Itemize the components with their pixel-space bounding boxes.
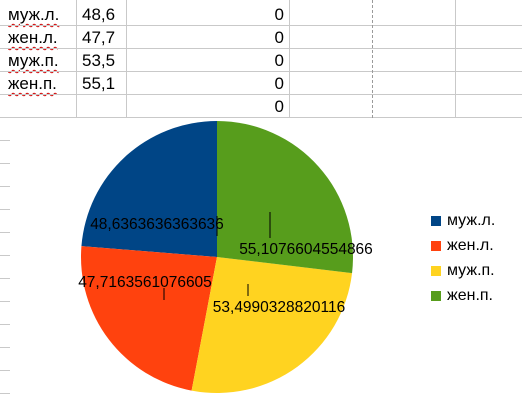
grid-line [0, 393, 10, 394]
grid-line [126, 0, 127, 118]
row-value-cell[interactable]: 48,6 [82, 5, 116, 24]
leader-lines [163, 212, 271, 300]
row-label-cell[interactable]: жен.п. [8, 74, 57, 93]
table-row[interactable]: муж.л. 48,6 0 [0, 3, 522, 26]
legend-label: жен.п. [447, 287, 493, 304]
data-label: 55,1076604554866 [239, 241, 373, 258]
legend-label: муж.л. [447, 212, 495, 229]
pie-slice-3[interactable] [191, 257, 353, 394]
pie-slice-2[interactable] [80, 246, 217, 391]
row-zero-cell[interactable]: 0 [274, 5, 284, 24]
row-zero-cell[interactable]: 0 [274, 74, 284, 93]
legend-label: жен.л. [447, 237, 494, 254]
grid-line [0, 48, 522, 49]
grid-line [0, 71, 522, 72]
grid-line [0, 163, 10, 164]
grid-line [0, 255, 10, 256]
row-value-cell[interactable]: 47,7 [82, 28, 116, 47]
legend-swatch [431, 266, 441, 276]
grid-line [0, 186, 10, 187]
pie-slices[interactable] [80, 121, 353, 394]
data-label: 47,7163561076605 [78, 274, 212, 291]
grid-line [0, 370, 10, 371]
table-row[interactable]: муж.п. 53,5 0 [0, 49, 522, 72]
grid-line [0, 232, 10, 233]
grid-line [455, 0, 456, 118]
chart-legend[interactable]: муж.л. жен.л. муж.п. жен.п. [431, 212, 495, 304]
legend-swatch [431, 216, 441, 226]
data-labels: 48,6363636363636 47,716356107660553,49903… [78, 216, 373, 316]
table-row[interactable]: жен.л. 47,7 0 [0, 26, 522, 49]
grid-line [0, 278, 10, 279]
grid-line [289, 0, 290, 118]
grid-line [0, 140, 10, 141]
row-zero-cell[interactable]: 0 [274, 97, 284, 116]
grid-line [0, 94, 522, 95]
grid-line [0, 324, 10, 325]
grid-line [0, 209, 10, 210]
pie-slice-1[interactable] [81, 121, 218, 257]
row-value-cell[interactable]: 53,5 [82, 51, 116, 70]
grid-line [0, 25, 522, 26]
row-label-cell[interactable]: муж.п. [8, 51, 59, 70]
row-label-cell[interactable]: жен.л. [8, 28, 58, 47]
data-label: 48,6363636363636 [90, 216, 224, 233]
data-label: 53,4990328820116 [213, 299, 345, 316]
page-break-line [372, 0, 373, 118]
row-zero-cell[interactable]: 0 [274, 28, 284, 47]
spreadsheet-grid: муж.л. 48,6 0 жен.л. 47,7 0 муж.п. 53,5 … [0, 0, 522, 120]
table-row[interactable]: жен.п. 55,1 0 [0, 72, 522, 95]
pie-slice-4[interactable] [217, 121, 353, 274]
grid-line [0, 301, 10, 302]
legend-swatch [431, 291, 441, 301]
row-value-cell[interactable]: 55,1 [82, 74, 116, 93]
legend-swatch [431, 241, 441, 251]
row-label-cell[interactable]: муж.л. [8, 5, 60, 24]
grid-line [76, 0, 77, 118]
legend-label: муж.п. [447, 262, 495, 279]
grid-line [0, 347, 10, 348]
grid-line [0, 117, 522, 118]
table-row[interactable]: 0 [0, 95, 522, 118]
row-zero-cell[interactable]: 0 [274, 51, 284, 70]
